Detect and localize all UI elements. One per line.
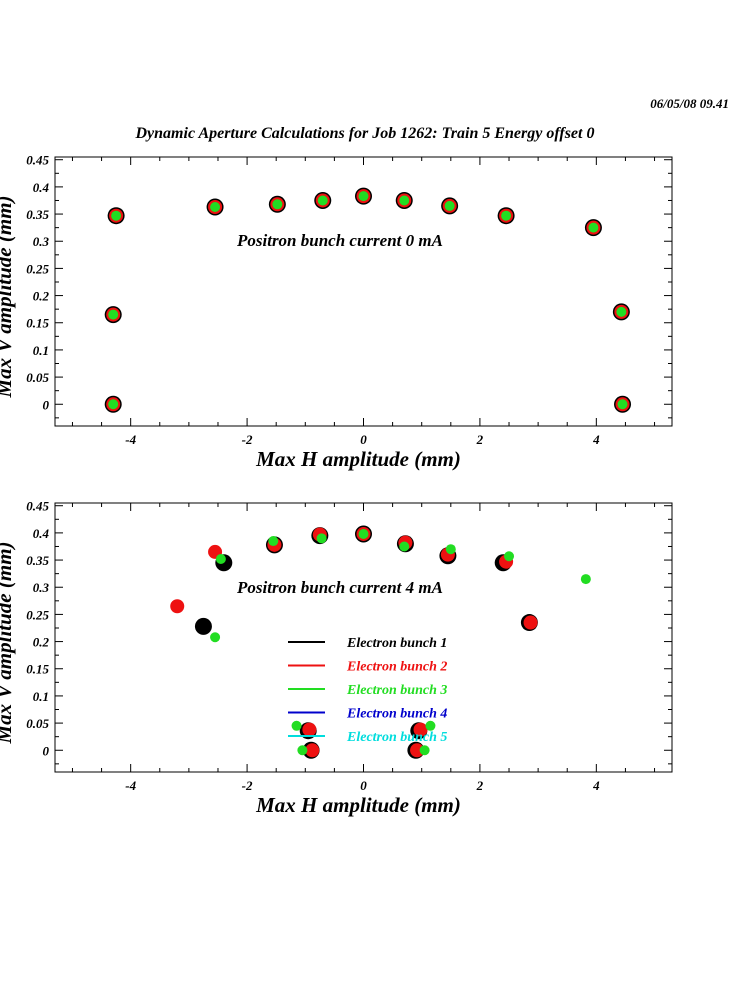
data-point — [111, 210, 122, 221]
data-point — [358, 191, 369, 202]
data-point — [444, 200, 455, 211]
data-point — [170, 599, 185, 614]
y-tick-label: 0.15 — [26, 316, 49, 331]
y-tick-label: 0.15 — [26, 662, 49, 677]
data-point — [215, 553, 226, 564]
x-axis-label: Max H amplitude (mm) — [255, 447, 461, 471]
y-tick-label: 0.4 — [33, 180, 50, 195]
data-points — [170, 525, 591, 759]
y-axis-label: Max V amplitude (mm) — [0, 195, 16, 398]
data-point — [410, 743, 425, 758]
x-tick-label: 2 — [476, 432, 484, 447]
y-tick-label: 0.2 — [33, 289, 50, 304]
data-point — [399, 195, 410, 206]
y-tick-label: 0.3 — [33, 580, 50, 595]
legend-entry-label: Electron bunch 2 — [346, 660, 447, 675]
data-point — [617, 399, 628, 410]
x-tick-label: -4 — [125, 778, 136, 793]
data-point — [291, 720, 302, 731]
y-tick-label: 0.2 — [33, 635, 50, 650]
x-tick-label: -2 — [242, 432, 253, 447]
x-tick-label: 4 — [592, 778, 600, 793]
data-point — [194, 617, 212, 635]
data-point — [302, 722, 317, 737]
y-axis-label: Max V amplitude (mm) — [0, 541, 16, 744]
x-axis-label: Max H amplitude (mm) — [255, 793, 461, 817]
panel-annotation: Positron bunch current 4 mA — [236, 578, 443, 597]
x-tick-label: 2 — [476, 778, 484, 793]
legend-entry-label: Electron bunch 3 — [346, 683, 447, 698]
data-point — [210, 632, 221, 643]
data-point — [445, 544, 456, 555]
x-tick-label: 0 — [360, 432, 367, 447]
data-point — [358, 528, 369, 539]
data-point — [316, 533, 327, 544]
data-point — [523, 615, 538, 630]
data-point — [108, 309, 119, 320]
x-tick-label: -2 — [242, 778, 253, 793]
data-point — [425, 720, 436, 731]
figure-title: Dynamic Aperture Calculations for Job 12… — [135, 125, 595, 142]
data-point — [268, 536, 279, 547]
y-tick-label: 0.3 — [33, 234, 50, 249]
x-tick-label: 4 — [592, 432, 600, 447]
legend-entry-label: Electron bunch 1 — [346, 636, 447, 651]
x-tick-label: 0 — [360, 778, 367, 793]
data-points — [104, 187, 632, 413]
y-tick-label: 0.1 — [33, 689, 49, 704]
data-point — [419, 745, 430, 756]
data-point — [413, 722, 428, 737]
y-tick-label: 0.05 — [26, 716, 49, 731]
plot-panel-bottom: -4 -2 0 2 4 0 0.05 0.1 0.15 0.2 0.25 0.3 0.35 0.4 0.45… — [0, 499, 673, 817]
data-point — [588, 222, 599, 233]
y-tick-label: 0.35 — [26, 207, 49, 222]
y-tick-label: 0.35 — [26, 553, 49, 568]
panel-annotation: Positron bunch current 0 mA — [236, 231, 443, 250]
timestamp: 06/05/08 09.41 — [650, 96, 729, 111]
y-tick-label: 0.25 — [26, 607, 49, 622]
x-tick-label: -4 — [125, 432, 136, 447]
y-tick-label: 0.05 — [26, 370, 49, 385]
y-tick-label: 0.45 — [26, 499, 49, 514]
data-point — [297, 745, 308, 756]
y-tick-label: 0 — [43, 397, 50, 412]
legend-entry-label: Electron bunch 5 — [346, 730, 447, 745]
y-tick-label: 0.1 — [33, 343, 49, 358]
data-point — [305, 743, 320, 758]
data-point — [210, 201, 221, 212]
data-point — [399, 541, 410, 552]
data-point — [108, 399, 119, 410]
y-tick-label: 0.25 — [26, 261, 49, 276]
y-tick-label: 0 — [43, 743, 50, 758]
legend-entry-label: Electron bunch 4 — [346, 707, 447, 722]
data-point — [317, 195, 328, 206]
data-point — [504, 551, 515, 562]
data-point — [501, 210, 512, 221]
y-tick-label: 0.4 — [33, 526, 50, 541]
data-point — [272, 199, 283, 210]
plot-panel-top: -4 -2 0 2 4 0 0.05 0.1 0.15 0.2 0.25 0.3 0.35 0.4 0.45… — [0, 153, 673, 471]
y-tick-label: 0.45 — [26, 153, 49, 168]
data-point — [616, 306, 627, 317]
data-point — [580, 574, 591, 585]
